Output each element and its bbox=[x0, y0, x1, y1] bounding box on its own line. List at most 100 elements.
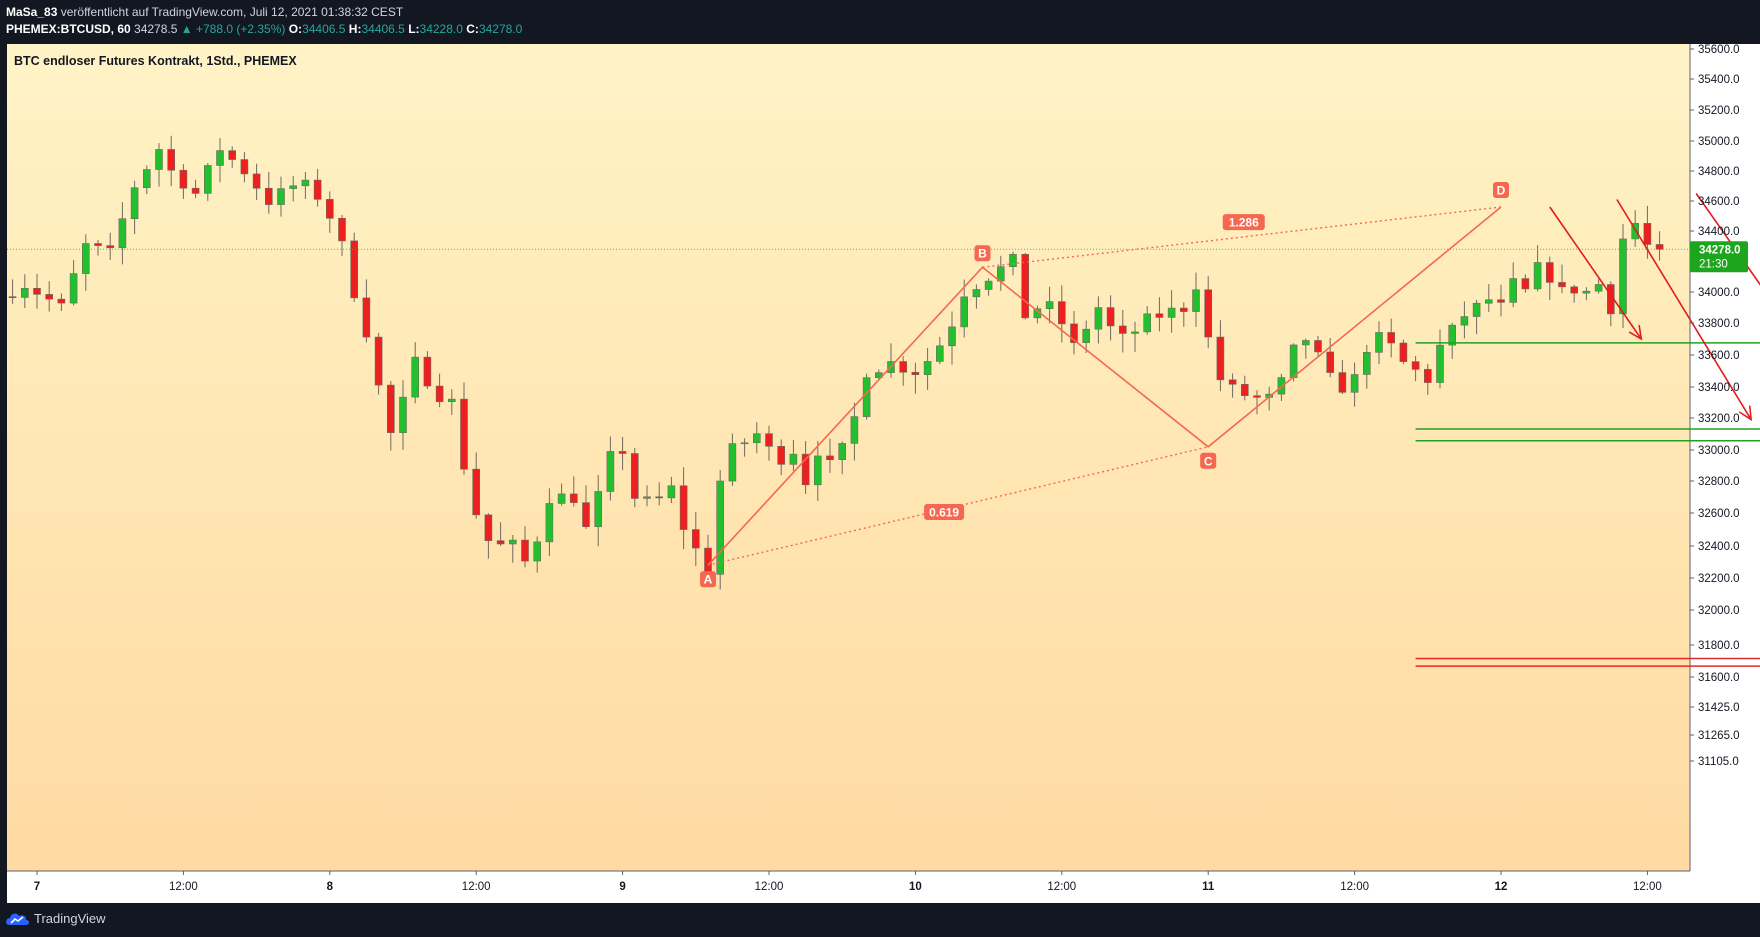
tradingview-brand[interactable]: TradingView bbox=[34, 911, 106, 926]
candle-body bbox=[1289, 344, 1298, 378]
candle-body bbox=[1167, 307, 1176, 318]
time-axis-background[interactable] bbox=[7, 871, 1760, 903]
point-c-label-text: C bbox=[1204, 454, 1213, 468]
candle-body bbox=[460, 398, 468, 470]
candle-body bbox=[20, 287, 29, 298]
candle-body bbox=[1497, 299, 1505, 303]
high-value: 34406.5 bbox=[361, 22, 405, 36]
candle-body bbox=[423, 356, 432, 387]
harmonic-pattern: A B C D 0.619 1.286 bbox=[700, 182, 1509, 588]
price-tick-label: 35600.0 bbox=[1698, 44, 1740, 56]
candle-body bbox=[289, 185, 298, 189]
price-axis: 35600.0 35400.0 35200.0 35000.0 34800.0 34600… bbox=[1690, 44, 1748, 768]
candle-body bbox=[57, 298, 66, 304]
chart-title: BTC endloser Futures Kontrakt, 1Std., PH… bbox=[14, 54, 297, 68]
tradingview-cloud-icon[interactable] bbox=[6, 910, 30, 928]
candle-body bbox=[1399, 342, 1408, 362]
point-d-label-text: D bbox=[1497, 184, 1506, 198]
candle-body bbox=[752, 433, 761, 444]
point-a-label-bg bbox=[700, 571, 716, 588]
candle-body bbox=[838, 443, 847, 461]
ratio-0619-label-text: 0.619 bbox=[929, 506, 959, 520]
candle-body bbox=[1570, 286, 1578, 294]
ratio-1286-label-bg bbox=[1222, 214, 1265, 231]
candle-body bbox=[911, 371, 920, 375]
point-c-label-bg bbox=[1200, 452, 1217, 469]
time-tick-label: 12:00 bbox=[755, 881, 784, 893]
candle-body bbox=[1424, 369, 1432, 383]
arrow-3-shaft bbox=[1695, 193, 1760, 286]
candle-body bbox=[1350, 374, 1359, 393]
high-label: H: bbox=[348, 22, 362, 36]
candle-body bbox=[1009, 254, 1017, 268]
candle-body bbox=[167, 149, 175, 171]
candle-body bbox=[984, 280, 993, 290]
price-change: ▲ +788.0 (+2.35%) bbox=[180, 22, 286, 36]
candle-body bbox=[850, 416, 859, 444]
candle-body bbox=[508, 539, 517, 545]
candle-body bbox=[1594, 284, 1603, 292]
current-price-badge-bg bbox=[1690, 241, 1748, 273]
point-b-label-bg bbox=[974, 245, 991, 262]
candle-body bbox=[1472, 302, 1481, 317]
candle-body bbox=[1655, 244, 1664, 250]
current-price-value: 34278.0 bbox=[1699, 244, 1741, 256]
candle-body bbox=[1119, 325, 1127, 334]
candle-body bbox=[374, 336, 383, 386]
candle-body bbox=[1143, 313, 1151, 333]
candle-body bbox=[582, 502, 590, 528]
price-tick-label: 32600.0 bbox=[1698, 508, 1740, 520]
candle-body bbox=[277, 188, 285, 205]
candle-body bbox=[1094, 307, 1103, 330]
candle-body bbox=[118, 218, 127, 249]
time-tick-label: 12:00 bbox=[1340, 881, 1369, 893]
price-tick-label: 31265.0 bbox=[1698, 730, 1740, 742]
candle-body bbox=[69, 273, 78, 304]
plot-background bbox=[7, 44, 1690, 871]
last-price: 34278.5 bbox=[134, 22, 178, 36]
price-tick-label: 35200.0 bbox=[1698, 105, 1740, 117]
price-tick-label: 33800.0 bbox=[1698, 318, 1740, 330]
candle-body bbox=[606, 451, 615, 492]
candle-body bbox=[484, 514, 493, 541]
author-name[interactable]: MaSa_83 bbox=[6, 5, 58, 19]
candle-body bbox=[1558, 282, 1566, 288]
candle-body bbox=[240, 159, 249, 175]
time-tick-label: 7 bbox=[34, 881, 40, 893]
candle-body bbox=[899, 361, 908, 373]
candle-body bbox=[1241, 383, 1249, 396]
candle-body bbox=[33, 287, 41, 295]
candle-body bbox=[1302, 340, 1310, 346]
price-axis-background[interactable] bbox=[1690, 44, 1760, 871]
price-tick-label: 33400.0 bbox=[1698, 382, 1740, 394]
candle-body bbox=[862, 377, 871, 417]
symbol-label[interactable]: PHEMEX:BTCUSD, 60 bbox=[6, 22, 131, 36]
price-chart[interactable]: (33675.5)(33131.0)(33058.0)(31716.0)(316… bbox=[0, 0, 1760, 903]
candle-body bbox=[948, 326, 956, 347]
bar-countdown: 21:30 bbox=[1699, 258, 1728, 270]
arrow-2-head bbox=[1738, 405, 1753, 422]
time-tick-label: 8 bbox=[327, 881, 334, 893]
candle-body bbox=[130, 187, 139, 220]
time-tick-label: 12:00 bbox=[462, 881, 491, 893]
open-value: 34406.5 bbox=[302, 22, 346, 36]
candle-body bbox=[813, 455, 822, 486]
candle-body bbox=[228, 150, 236, 160]
ohlc-legend: PHEMEX:BTCUSD, 60 34278.5 ▲ +788.0 (+2.3… bbox=[6, 22, 522, 36]
candle-body bbox=[1582, 290, 1591, 294]
candle-body bbox=[399, 396, 407, 433]
candle-body bbox=[1436, 344, 1444, 383]
candle-body bbox=[216, 150, 224, 166]
candle-body bbox=[972, 289, 981, 298]
candle-body bbox=[1411, 361, 1420, 370]
candle-body bbox=[667, 485, 676, 499]
candle-body bbox=[765, 433, 773, 447]
candle-body bbox=[1253, 395, 1261, 398]
candle-body bbox=[1314, 340, 1322, 353]
candle-body bbox=[106, 245, 114, 249]
price-tick-label: 31600.0 bbox=[1698, 672, 1740, 684]
candle-body bbox=[777, 445, 786, 465]
candle-body bbox=[594, 491, 603, 528]
candle-body bbox=[313, 179, 322, 200]
candle-body bbox=[447, 398, 456, 403]
